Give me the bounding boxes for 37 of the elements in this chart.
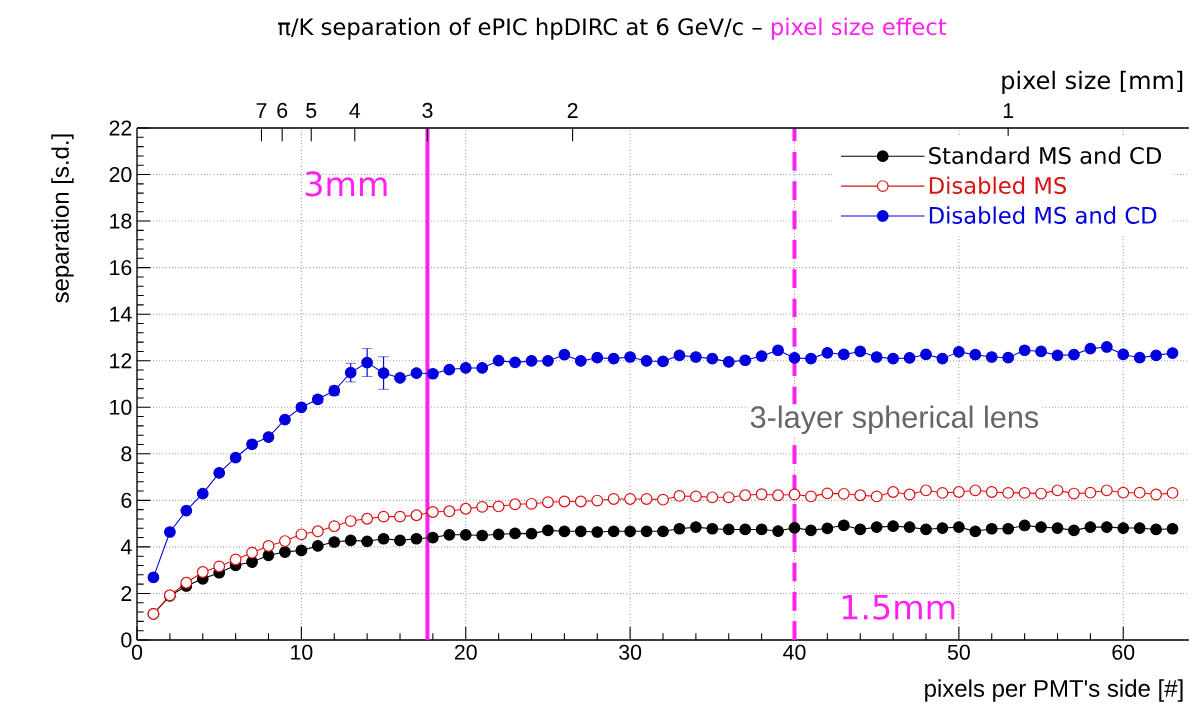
y-tick-label: 4 (120, 539, 132, 555)
ref-line-label: 3mm (305, 171, 387, 197)
text: 4 (349, 103, 361, 118)
y-axis-title: separation [s.d.] (51, 134, 74, 303)
annotation: 3-layer spherical lens (750, 405, 1039, 435)
text: 2 (567, 103, 578, 118)
x-axis-title: pixels per PMT's side [#] (925, 679, 1183, 702)
x-tick-label: 40 (783, 644, 806, 660)
text: 3 (422, 102, 433, 118)
text: 7 (256, 103, 267, 118)
y-tick-label: 20 (109, 166, 132, 183)
y-tick-label: 18 (110, 213, 132, 229)
x-tick-label: 30 (619, 644, 642, 660)
y-tick-label: 16 (110, 260, 132, 276)
text: 1 (1003, 103, 1014, 118)
x-tick-label: 20 (454, 644, 477, 660)
text: 5 (306, 103, 317, 118)
y-tick-label: 8 (121, 446, 132, 462)
x-tick-label: 0 (131, 644, 143, 660)
legend-label: Disabled MS (929, 176, 1067, 195)
chart-subtitle: pixel size effect (771, 17, 947, 40)
legend-label: Disabled MS and CD (929, 206, 1157, 224)
y-tick-label: 14 (110, 306, 132, 322)
y-tick-label: 6 (121, 492, 132, 508)
y-tick-label: 2 (121, 586, 132, 601)
y-tick-label: 12 (110, 353, 132, 369)
x-tick-label: 10 (291, 644, 313, 660)
ref-line-label: 1.5mm (842, 595, 955, 620)
legend-label: Standard MS and CD (929, 146, 1161, 165)
y-tick-label: 22 (109, 120, 132, 136)
y-tick-label: 0 (121, 632, 132, 648)
x2-axis-title: pixel size [mm] (1002, 70, 1183, 94)
chart-title: π/K separation of ePIC hpDIRC at 6 GeV/c – (278, 17, 762, 40)
x-tick-label: 50 (947, 644, 970, 660)
x-tick-label: 60 (1112, 644, 1135, 660)
y-tick-label: 10 (110, 399, 132, 415)
text: 6 (277, 102, 288, 118)
